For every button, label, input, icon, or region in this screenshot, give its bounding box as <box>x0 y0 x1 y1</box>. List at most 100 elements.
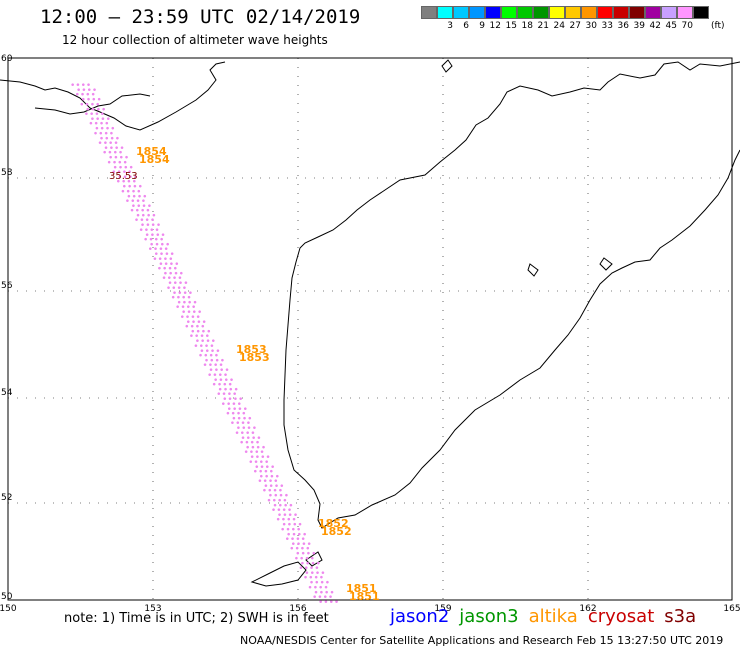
track-mark: •••• <box>181 308 202 318</box>
track-mark: •••• <box>199 347 220 357</box>
coastline <box>0 59 740 587</box>
lat-tick-label: 58 <box>1 168 13 178</box>
pass-time-label: 1853 <box>239 351 270 364</box>
track-mark: •••• <box>207 371 228 381</box>
track-mark: •••• <box>272 501 293 511</box>
track-mark: •••• <box>218 385 239 395</box>
track-mark: •••• <box>193 342 214 352</box>
track-mark: •••• <box>318 598 339 608</box>
pass-time-label: 1853 <box>236 343 267 356</box>
track-mark: •••• <box>230 419 251 429</box>
track-mark: •••• <box>216 390 237 400</box>
scale-swatch <box>533 6 549 19</box>
track-mark: •••• <box>289 545 310 555</box>
track-mark: •••• <box>294 554 315 564</box>
track-mark: •••• <box>234 429 255 439</box>
track-mark: •••• <box>236 424 257 434</box>
color-scale-swatches <box>421 6 725 19</box>
track-mark: •••• <box>266 496 287 506</box>
scale-label: 18 <box>521 21 533 31</box>
satellite-legend-item: jason2 <box>390 606 450 627</box>
track-mark: •••• <box>88 120 109 130</box>
track-mark: •••• <box>154 250 175 260</box>
page-subtitle: 12 hour collection of altimeter wave hei… <box>62 33 328 47</box>
scale-label: 9 <box>479 21 485 31</box>
track-mark: •••• <box>213 376 234 386</box>
track-mark: •••• <box>263 482 284 492</box>
scale-label: 3 <box>447 21 453 31</box>
satellite-legend-item: cryosat <box>587 606 655 627</box>
scale-swatch <box>485 6 501 19</box>
pass-time-label: 1854 <box>139 153 170 166</box>
track-mark: •••• <box>143 236 164 246</box>
track-mark: •••• <box>257 477 278 487</box>
page-title: 12:00 – 23:59 UTC 02/14/2019 <box>40 6 361 28</box>
track-mark: •••• <box>113 163 134 173</box>
track-mark: •••• <box>152 255 173 265</box>
track-mark: •••• <box>163 270 184 280</box>
track-mark: •••• <box>161 274 182 284</box>
scale-swatch <box>517 6 533 19</box>
track-mark: •••• <box>85 105 106 115</box>
footer-credit: NOAA/NESDIS Center for Satellite Applica… <box>240 634 724 647</box>
scale-label: 36 <box>617 21 629 31</box>
track-mark: •••• <box>231 414 252 424</box>
track-mark: •••• <box>126 192 147 202</box>
track-mark: •••• <box>222 395 243 405</box>
pass-time-label: 1852 <box>318 517 349 530</box>
track-mark: •••• <box>253 467 274 477</box>
scale-swatch <box>581 6 597 19</box>
track-mark: •••• <box>111 168 132 178</box>
lat-tick-label: 52 <box>1 493 12 503</box>
scale-label: 21 <box>537 21 549 31</box>
map-frame <box>7 57 733 601</box>
track-mark: •••• <box>134 216 155 226</box>
track-mark: •••• <box>158 260 179 270</box>
scale-swatch <box>629 6 645 19</box>
track-mark: •••• <box>108 154 129 164</box>
lon-tick-label: 162 <box>579 604 596 614</box>
track-mark: •••• <box>167 279 188 289</box>
track-mark: •••• <box>309 579 330 589</box>
track-mark: •••• <box>248 458 269 468</box>
track-mark: •••• <box>295 550 316 560</box>
track-mark: •••• <box>186 318 207 328</box>
track-mark: •••• <box>271 506 292 516</box>
track-mark: •••• <box>176 299 197 309</box>
track-mark: •••• <box>225 409 246 419</box>
satellite-legend-item: s3a <box>664 606 697 627</box>
scale-swatch <box>693 6 709 19</box>
track-mark: •••• <box>94 125 115 135</box>
islet-3 <box>599 257 613 271</box>
scale-label: 30 <box>585 21 597 31</box>
track-mark: •••• <box>166 284 187 294</box>
track-mark: •••• <box>221 400 242 410</box>
lon-tick-label: 156 <box>289 604 306 614</box>
scale-swatch <box>677 6 693 19</box>
track-mark: •••• <box>212 380 233 390</box>
kamchatka-coast <box>283 61 740 529</box>
scale-swatch <box>549 6 565 19</box>
track-mark: •••• <box>313 588 334 598</box>
scale-swatch <box>597 6 613 19</box>
track-mark: •••• <box>189 332 210 342</box>
graticule: 150 153 156 159 162 165 60 58 56 54 52 50 <box>0 54 740 614</box>
lon-tick-label: 153 <box>144 604 161 614</box>
track-mark: •••• <box>244 448 265 458</box>
track-mark: •••• <box>240 434 261 444</box>
altika-track: ••••••••••••••••••••••••••••••••••••••••… <box>70 81 339 608</box>
scale-swatch <box>421 6 437 19</box>
track-mark: •••• <box>303 574 324 584</box>
koni-peninsula <box>34 93 151 115</box>
track-mark: •••• <box>208 366 229 376</box>
track-mark: •••• <box>262 487 283 497</box>
lon-tick-label: 159 <box>434 604 451 614</box>
track-mark: •••• <box>129 207 150 217</box>
scale-label: 42 <box>649 21 661 31</box>
pass-time-label: 1851 <box>349 590 380 603</box>
scale-label: 70 <box>681 21 693 31</box>
lat-tick-label: 60 <box>1 54 13 64</box>
track-mark: •••• <box>304 569 325 579</box>
lon-tick-label: 165 <box>723 604 740 614</box>
track-mark: •••• <box>90 115 111 125</box>
